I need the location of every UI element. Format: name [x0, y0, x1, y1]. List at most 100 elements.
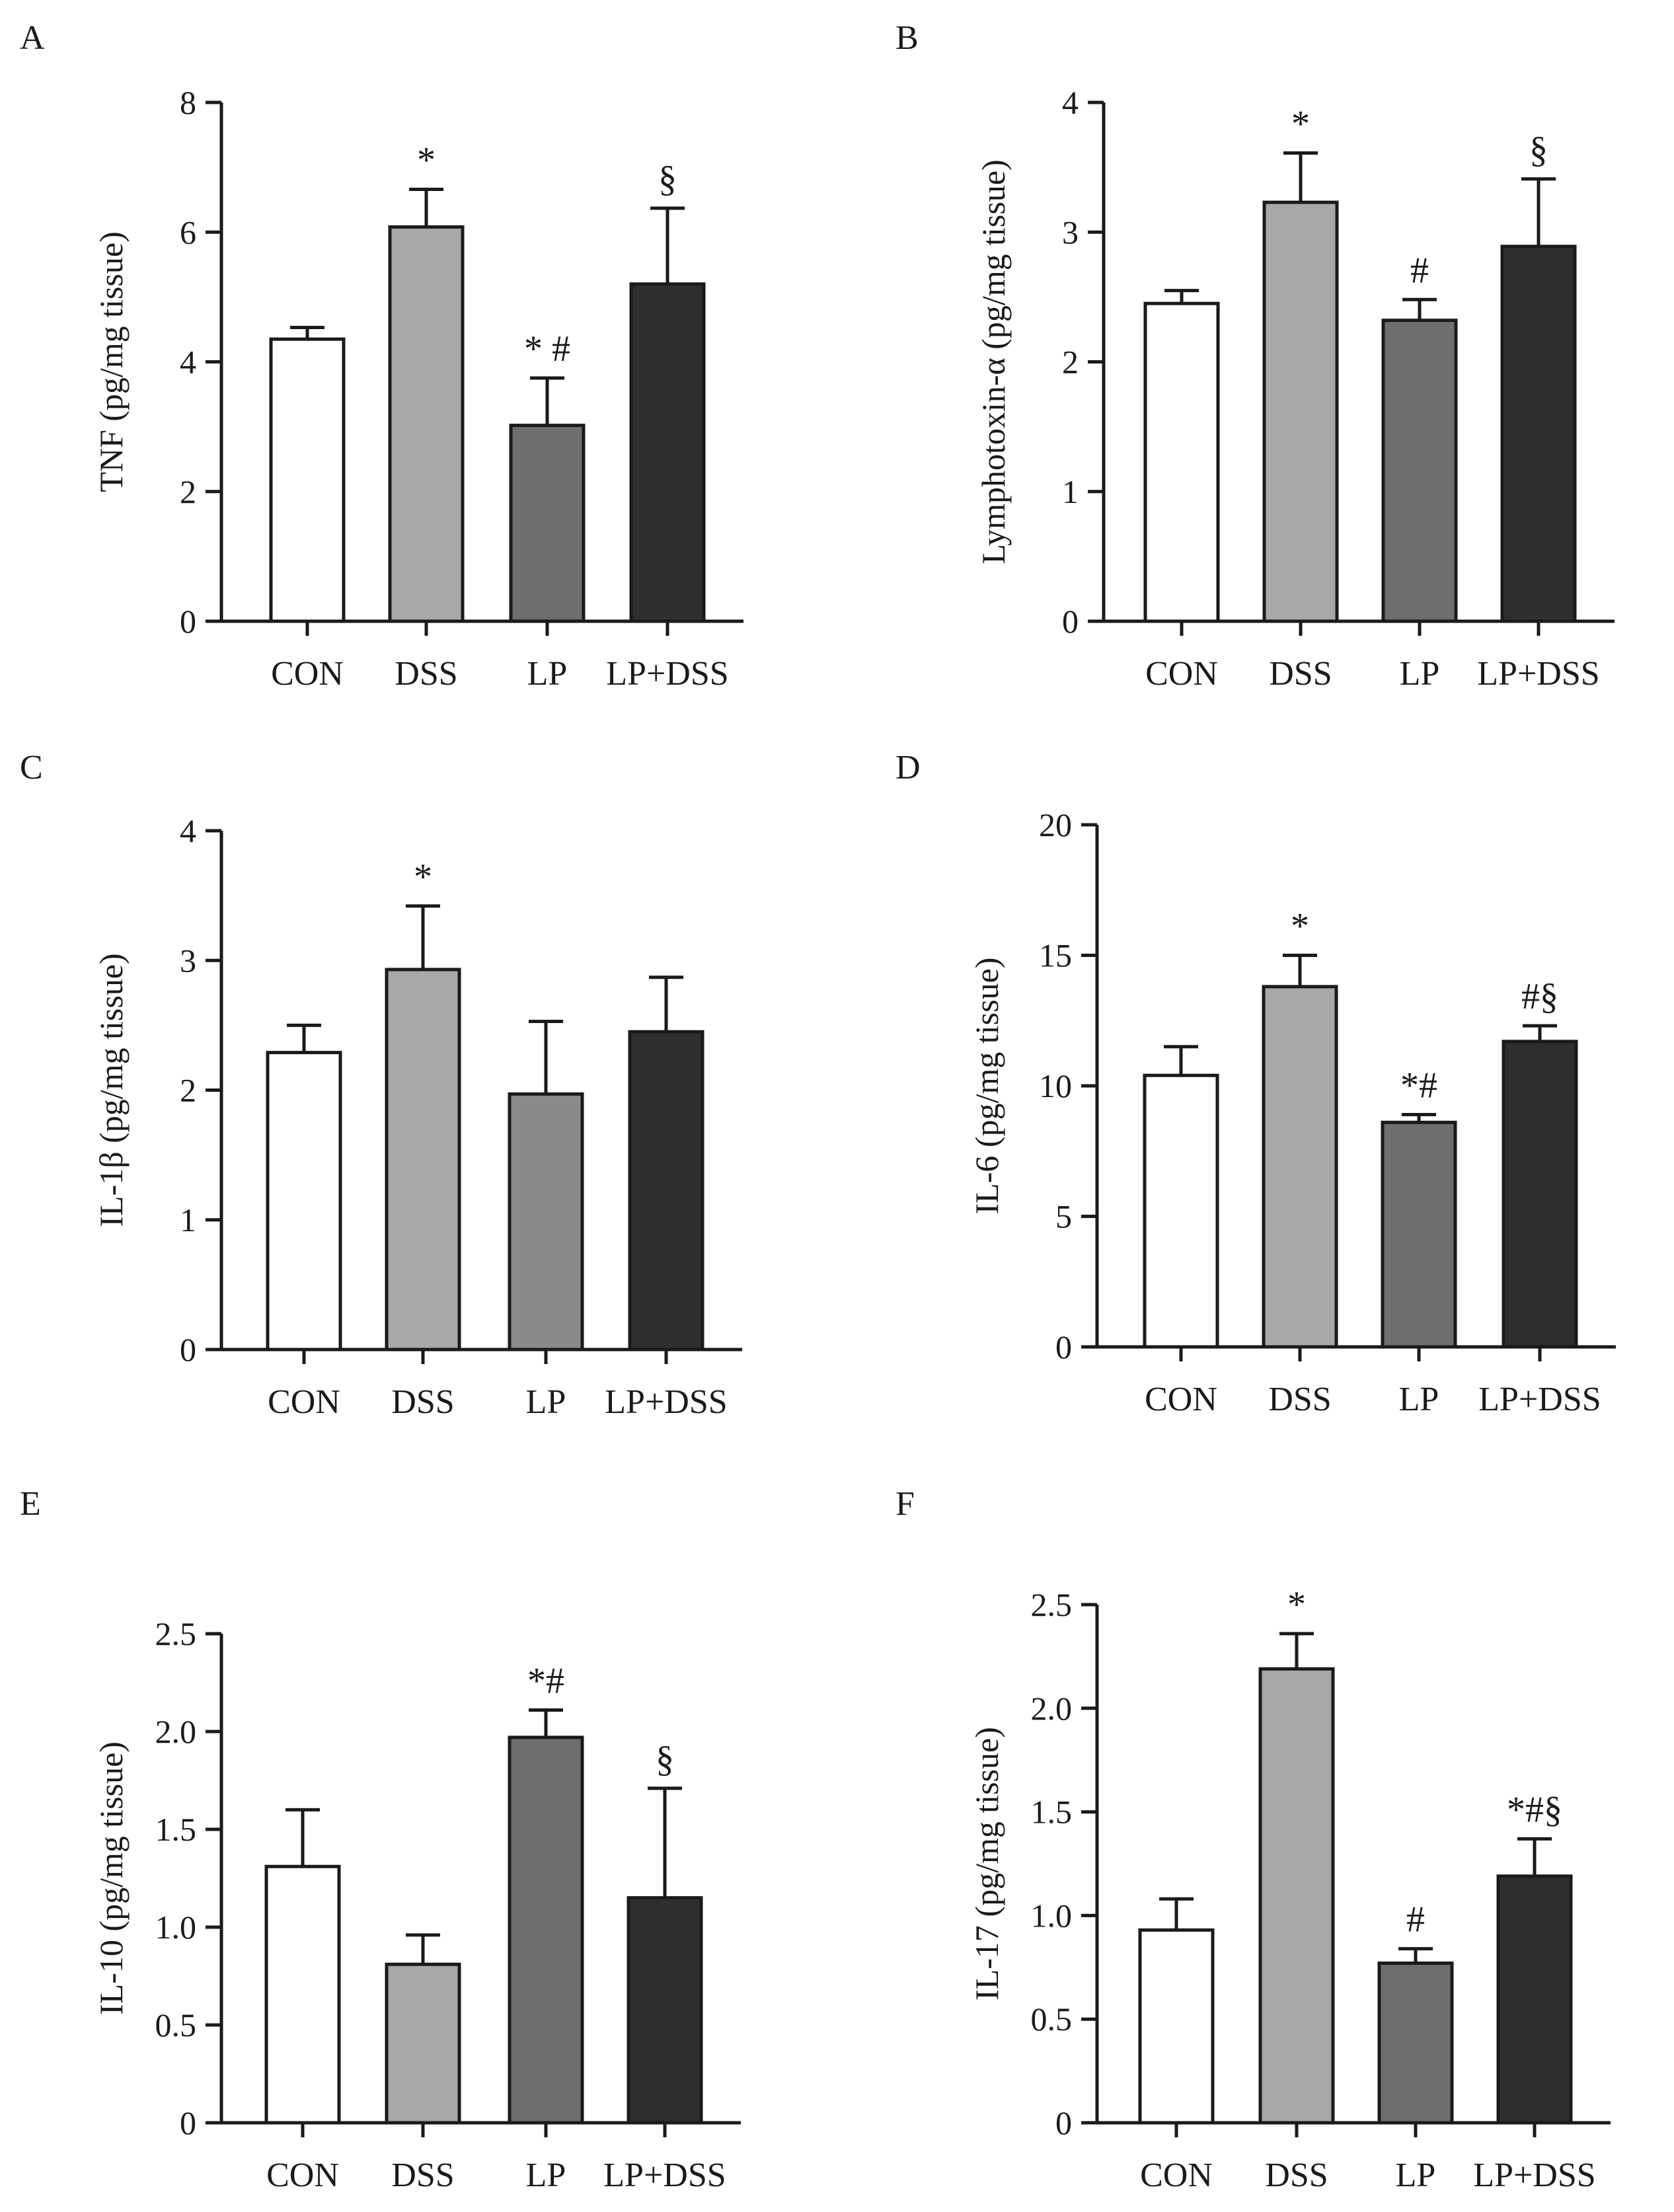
significance-label: #: [1406, 1899, 1425, 1940]
y-tick-label: 8: [180, 84, 196, 121]
significance-label: #: [1410, 250, 1429, 291]
significance-label: *: [1291, 104, 1310, 145]
bar: [385, 968, 461, 1352]
x-tick-label: LP+DSS: [605, 1383, 727, 1421]
chart-panel-d: D 0 5 10 15 20 IL-6 (pg/mg tissue) CON DSS * LP *# L…: [895, 749, 1616, 1418]
bar: [1500, 245, 1577, 623]
y-axis-title: IL-6 (pg/mg tissue): [968, 958, 1005, 1215]
y-tick-label: 4: [180, 812, 196, 849]
bar: [266, 1051, 342, 1352]
x-tick-label: LP+DSS: [1477, 655, 1599, 693]
y-tick-label: 2.0: [1031, 1690, 1073, 1727]
y-tick-label: 10: [1039, 1067, 1072, 1104]
x-tick-label: LP+DSS: [1473, 2156, 1595, 2194]
x-tick-label: DSS: [395, 655, 457, 693]
bar: [385, 1962, 461, 2125]
panel-label: A: [20, 19, 45, 57]
x-tick-label: DSS: [1268, 1381, 1331, 1418]
significance-label: *: [1287, 1584, 1306, 1625]
chart-panel-b: B 0 1 2 3 4 Lymphotoxin-α (pg/mg tissue) CON DSS…: [895, 19, 1615, 693]
significance-label: *#§: [1507, 1789, 1562, 1830]
y-tick-label: 5: [1055, 1198, 1072, 1235]
chart-panel-c: C 0 1 2 3 4 IL-1β (pg/mg tissue) CON DSS * LP LP+DS…: [20, 749, 742, 1421]
bar: [1258, 1667, 1335, 2125]
x-tick-label: LP: [527, 655, 568, 693]
y-tick-label: 0: [1062, 603, 1079, 640]
bar: [1262, 985, 1338, 1349]
chart-panel-e: E 0 0.5 1.0 1.5 2.0 2.5 IL-10 (pg/mg tissue) CON…: [20, 1485, 741, 2194]
x-tick-label: LP: [1399, 1381, 1439, 1418]
bar: [1143, 301, 1220, 623]
bar: [1262, 200, 1339, 623]
x-tick-label: CON: [1145, 655, 1218, 693]
y-tick-label: 0: [1055, 2104, 1072, 2141]
bar: [1377, 1962, 1454, 2125]
significance-label: *: [1291, 906, 1309, 947]
bar: [508, 1092, 584, 1352]
y-tick-label: 0: [180, 603, 196, 640]
y-tick-label: 1.0: [1031, 1897, 1073, 1934]
y-tick-label: 1: [180, 1201, 196, 1239]
x-tick-label: CON: [271, 655, 344, 693]
y-tick-label: 0.5: [1031, 2001, 1073, 2038]
y-axis-title: IL-17 (pg/mg tissue): [968, 1727, 1005, 2001]
panel-label: B: [895, 19, 919, 57]
bar: [627, 1896, 703, 2125]
x-tick-label: LP+DSS: [1478, 1381, 1601, 1418]
significance-label: *: [414, 857, 432, 897]
x-tick-label: LP+DSS: [603, 2156, 726, 2194]
bar: [264, 1864, 341, 2125]
y-tick-label: 1.5: [1031, 1794, 1073, 1831]
x-tick-label: DSS: [391, 2156, 454, 2194]
bar: [1502, 1040, 1578, 1349]
significance-label: §: [1529, 130, 1548, 171]
significance-label: *: [417, 139, 436, 180]
bar: [1381, 1120, 1457, 1349]
significance-label: §: [658, 159, 677, 200]
y-tick-label: 2: [180, 473, 196, 510]
bar: [1496, 1874, 1573, 2125]
panel-label: E: [20, 1485, 41, 1523]
y-axis-title: IL-10 (pg/mg tissue): [93, 1741, 130, 2015]
y-tick-label: 2: [180, 1072, 196, 1109]
y-tick-label: 1: [1062, 473, 1079, 510]
x-tick-label: CON: [266, 2156, 339, 2194]
y-tick-label: 1.0: [155, 1909, 197, 1946]
x-tick-label: DSS: [1265, 2156, 1328, 2194]
panel-label: F: [895, 1485, 915, 1523]
x-tick-label: LP: [1400, 655, 1440, 693]
y-tick-label: 0: [1055, 1328, 1072, 1365]
y-tick-label: 0: [180, 2104, 196, 2141]
panel-label: D: [895, 749, 921, 786]
chart-panel-f: F 0 0.5 1.0 1.5 2.0 2.5 IL-17 (pg/mg tissue) CON…: [895, 1485, 1611, 2194]
y-tick-label: 3: [180, 942, 196, 979]
significance-label: #§: [1521, 976, 1558, 1017]
x-tick-label: LP: [526, 1383, 566, 1421]
x-tick-label: CON: [1140, 2156, 1213, 2194]
significance-label: *#: [1400, 1065, 1437, 1106]
y-tick-label: 15: [1039, 937, 1072, 974]
bar: [1143, 1073, 1219, 1349]
x-tick-label: DSS: [391, 1383, 454, 1421]
y-tick-label: 2.0: [155, 1713, 197, 1750]
bar: [509, 424, 586, 623]
y-tick-label: 1.5: [155, 1811, 197, 1848]
y-tick-label: 4: [180, 344, 196, 381]
y-axis-title: Lymphotoxin-α (pg/mg tissue): [975, 159, 1012, 564]
panel-label: C: [20, 749, 43, 786]
x-tick-label: CON: [1145, 1381, 1217, 1418]
y-tick-label: 2.5: [155, 1615, 197, 1652]
x-tick-label: DSS: [1269, 655, 1332, 693]
bar: [388, 225, 465, 623]
x-tick-label: CON: [268, 1383, 340, 1421]
x-tick-label: LP+DSS: [606, 655, 728, 693]
bar: [269, 337, 346, 623]
chart-panel-a: A 0 2 4 6 8 TNF (pg/mg tissue) CON DSS * LP * # LP+D…: [20, 19, 743, 693]
x-tick-label: LP: [1396, 2156, 1436, 2194]
bar: [1381, 319, 1458, 623]
y-tick-label: 6: [180, 213, 196, 250]
y-tick-label: 0.5: [155, 2006, 197, 2043]
y-tick-label: 4: [1062, 84, 1079, 121]
bar: [508, 1735, 584, 2125]
